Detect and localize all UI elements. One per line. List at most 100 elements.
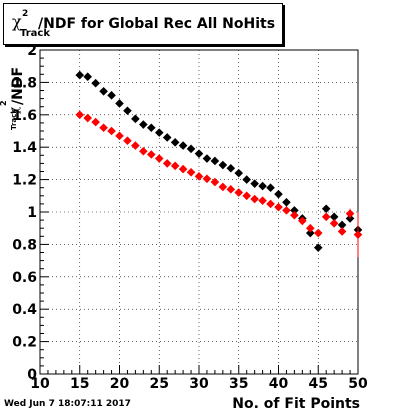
black-series-point <box>306 228 315 238</box>
marker-layer <box>75 70 363 258</box>
red-series-point <box>194 172 204 181</box>
red-series-point <box>226 185 236 194</box>
chart-title: /NDF for Global Rec All NoHits <box>38 16 276 32</box>
black-series-point <box>258 181 267 191</box>
black-series-point <box>154 128 164 137</box>
black-series-point <box>329 212 339 222</box>
black-series-point <box>170 138 180 147</box>
black-series-point <box>242 175 251 184</box>
black-series-point <box>250 179 259 188</box>
black-series-point <box>115 99 124 108</box>
x-tick-label: 20 <box>110 376 130 392</box>
y-axis-label-chi: χ <box>7 106 21 114</box>
red-series-point <box>210 177 220 187</box>
title-chi-symbol: χ <box>12 12 22 31</box>
y-tick-label: 1 <box>27 205 37 221</box>
x-tick-label: 45 <box>309 376 328 392</box>
red-series-point <box>115 131 124 141</box>
x-axis-label: No. of Fit Points <box>232 396 360 412</box>
black-series-point <box>313 243 323 252</box>
red-series-point <box>202 174 212 184</box>
y-axis-label: /NDF <box>10 67 26 105</box>
red-series-point <box>274 202 283 212</box>
black-series-point <box>337 220 347 230</box>
black-series-point <box>234 168 244 178</box>
red-series-point <box>147 150 156 159</box>
black-series-point <box>202 154 212 163</box>
red-series-point <box>186 168 196 177</box>
red-series-point <box>83 113 92 123</box>
black-series-point <box>290 206 299 215</box>
black-series-point <box>186 144 196 154</box>
y-tick-label: 0.6 <box>12 270 37 286</box>
x-tick-label: 30 <box>189 376 209 392</box>
red-series-point <box>282 206 291 215</box>
y-axis-label-group: /NDF 2 χ Track <box>0 67 26 130</box>
black-series-point <box>147 123 156 133</box>
chart-title-box: χ 2 Track /NDF for Global Rec All NoHits <box>3 3 283 45</box>
timestamp: Wed Jun 7 18:07:11 2017 <box>4 399 131 409</box>
black-series-point <box>139 120 148 129</box>
tick-label-layer: 10 15 20 25 30 35 40 45 50 0 0.2 0.4 0.6 0.8 1 1.2 1.4 1.… <box>12 43 368 392</box>
black-series-point <box>266 183 275 192</box>
black-series-point <box>75 70 85 80</box>
red-series-point <box>123 136 132 146</box>
black-series-point <box>226 163 236 173</box>
red-series-point <box>313 228 323 238</box>
black-series-point <box>210 156 220 166</box>
red-series-point <box>107 126 116 136</box>
red-series-point <box>170 161 180 171</box>
black-series-point <box>321 204 331 214</box>
title-chi-subscript: Track <box>20 28 50 39</box>
y-tick-label: 1.2 <box>12 173 37 189</box>
y-axis-label-subscript: Track <box>10 109 18 130</box>
title-chi-superscript: 2 <box>22 9 29 19</box>
red-series-point <box>298 216 307 226</box>
red-series-point <box>131 141 140 150</box>
x-tick-label: 10 <box>30 376 50 392</box>
x-tick-label: 40 <box>269 376 289 392</box>
black-series-point <box>131 114 140 124</box>
red-series-point <box>242 191 251 201</box>
black-series-point <box>91 78 100 88</box>
black-series-point <box>274 189 283 199</box>
red-series-point <box>139 146 148 156</box>
red-series-point <box>321 212 331 222</box>
grid-layer <box>40 50 358 374</box>
black-series-point <box>194 149 204 158</box>
x-tick-label: 50 <box>348 376 368 392</box>
black-series-point <box>99 87 108 96</box>
red-series-point <box>329 219 339 228</box>
y-tick-label: 1.4 <box>12 140 37 156</box>
y-tick-label: 1.8 <box>12 75 37 91</box>
red-series-point <box>234 188 244 197</box>
y-tick-label: 2 <box>27 43 37 59</box>
red-series-point <box>91 117 100 127</box>
black-series-point <box>178 141 188 150</box>
black-series-point <box>218 160 228 170</box>
black-series-point <box>282 197 291 207</box>
black-series-point <box>107 91 116 100</box>
x-tick-label: 15 <box>70 376 89 392</box>
black-series-point <box>162 133 172 142</box>
y-tick-label: 0.8 <box>12 237 37 253</box>
red-series-point <box>266 199 275 209</box>
red-series-point <box>290 210 299 220</box>
red-series-point <box>306 223 315 233</box>
red-series-point <box>345 209 355 218</box>
x-tick-label: 25 <box>150 376 169 392</box>
y-tick-label: 0 <box>27 367 37 383</box>
y-axis-label-superscript: 2 <box>0 100 8 106</box>
red-series-point <box>250 194 259 204</box>
red-series-point <box>162 159 172 168</box>
red-series-point <box>178 164 188 174</box>
black-series-point <box>83 72 92 82</box>
red-series-point <box>75 110 85 120</box>
y-tick-label: 0.4 <box>12 302 37 318</box>
y-tick-label: 1.6 <box>12 108 37 124</box>
x-tick-label: 35 <box>229 376 248 392</box>
y-tick-label: 0.2 <box>12 335 37 351</box>
red-series-point <box>218 182 228 192</box>
red-series-point <box>353 230 363 239</box>
